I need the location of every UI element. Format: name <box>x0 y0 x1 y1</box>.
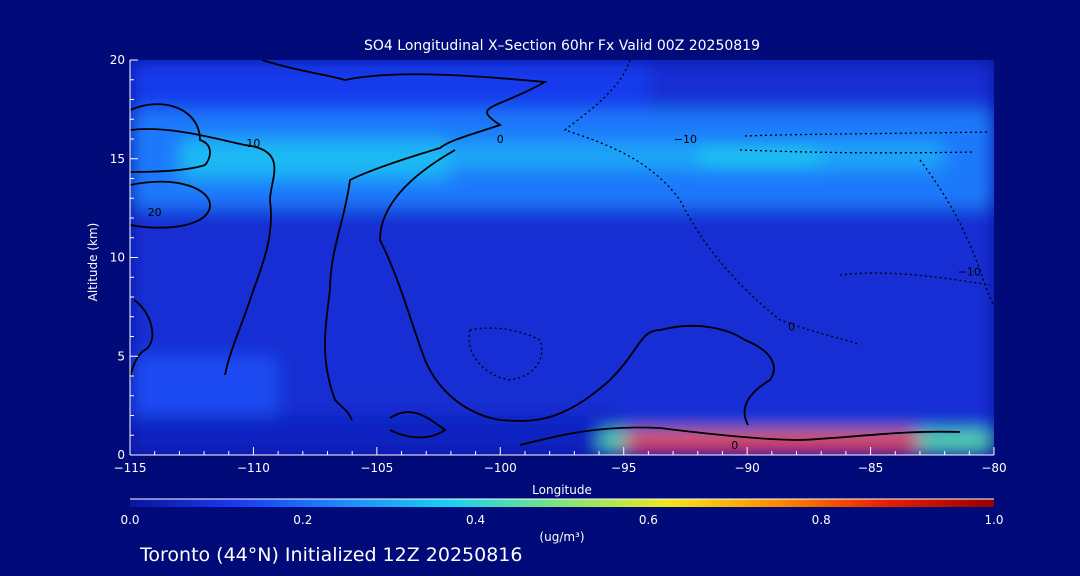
y-tick-label: 10 <box>110 251 125 265</box>
contour-line <box>130 128 276 376</box>
contour-line <box>744 131 991 137</box>
colorbar-tick-label: 0.8 <box>812 513 831 527</box>
field-cell <box>623 433 920 452</box>
contour-line <box>130 180 211 229</box>
colorbar: 0.0 0.2 0.4 0.6 0.8 1.0 (ug/m³) <box>120 498 1004 544</box>
y-axis-label: Altitude (km) <box>86 223 100 302</box>
contour-line <box>389 411 447 439</box>
y-tick-label: 0 <box>117 448 125 462</box>
chart-title: SO4 Longitudinal X–Section 60hr Fx Valid… <box>364 38 760 54</box>
footer-initialized-text: Toronto (44°N) Initialized 12Z 20250816 <box>139 544 523 566</box>
y-tick-label: 5 <box>117 349 125 363</box>
x-tick-label: −110 <box>237 461 270 475</box>
field-cell <box>697 150 822 163</box>
contour-label: −10 <box>674 133 697 146</box>
contour-line <box>379 149 775 426</box>
contour-line <box>563 60 861 346</box>
field-cell <box>130 356 279 426</box>
colorbar-bar <box>130 499 994 507</box>
y-axis-ticks: 0 5 10 15 20 <box>110 53 138 462</box>
contour-labels: 10 20 0 −10 0 −10 0 <box>148 133 981 452</box>
field-cell <box>130 415 624 455</box>
contour-lines <box>130 60 961 446</box>
x-tick-label: −90 <box>734 461 759 475</box>
field-cell <box>179 139 451 179</box>
field-cell <box>450 142 945 169</box>
contour-line <box>261 60 548 421</box>
colorbar-ticks: 0.0 0.2 0.4 0.6 0.8 1.0 <box>120 513 1003 527</box>
contour-line <box>130 103 211 173</box>
contour-label: 20 <box>148 206 162 219</box>
contour-line <box>919 159 994 306</box>
plot-area: 10 20 0 −10 0 −10 0 <box>130 60 994 455</box>
contour-line <box>130 299 154 381</box>
x-axis-label: Longitude <box>532 483 592 497</box>
x-tick-label: −105 <box>360 461 393 475</box>
y-tick-label: 15 <box>110 152 125 166</box>
contour-label: 0 <box>788 321 795 334</box>
x-tick-label: −80 <box>981 461 1006 475</box>
contour-line <box>739 149 976 154</box>
x-tick-label: −100 <box>484 461 517 475</box>
contour-line <box>519 426 961 446</box>
x-tick-label: −95 <box>611 461 636 475</box>
contour-line <box>468 327 543 381</box>
contour-lines-negative <box>468 60 994 381</box>
colorbar-tick-label: 0.6 <box>639 513 658 527</box>
contour-label: 0 <box>731 439 738 452</box>
x-axis-ticks: −115 −110 −105 −100 −95 −90 −85 −80 <box>114 447 1007 475</box>
contour-label: −10 <box>958 265 981 278</box>
colorbar-label: (ug/m³) <box>539 530 584 544</box>
colorbar-tick-label: 0.4 <box>466 513 485 527</box>
contour-label: 0 <box>497 133 504 146</box>
colorbar-tick-label: 1.0 <box>984 513 1003 527</box>
concentration-field <box>130 60 994 455</box>
x-tick-label: −115 <box>114 461 147 475</box>
contour-line <box>839 272 991 286</box>
colorbar-tick-label: 0.0 <box>120 513 139 527</box>
colorbar-tick-label: 0.2 <box>293 513 312 527</box>
y-tick-label: 20 <box>110 53 125 67</box>
x-tick-label: −85 <box>858 461 883 475</box>
contour-label: 10 <box>246 137 260 150</box>
